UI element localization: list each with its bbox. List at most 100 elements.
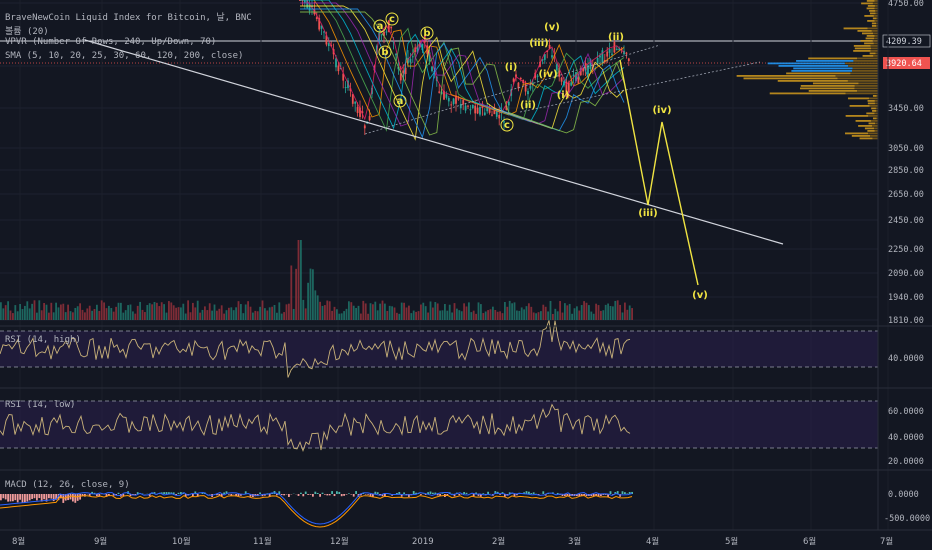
- macd-histogram-bar: [12, 494, 14, 502]
- candle-body: [623, 50, 625, 55]
- candle-body: [555, 64, 558, 71]
- lower-channel: [519, 61, 761, 113]
- candle-body: [390, 26, 393, 29]
- vpvr-bar-down: [854, 85, 878, 87]
- macd-histogram-bar: [45, 494, 48, 502]
- vpvr-bar: [861, 2, 873, 5]
- volume-bar: [165, 312, 168, 320]
- candle-body: [601, 50, 604, 64]
- volume-bar: [396, 312, 398, 320]
- volume-bar: [528, 303, 530, 320]
- candle-body: [529, 85, 532, 89]
- volume-bar: [518, 310, 521, 320]
- macd-histogram-bar: [374, 491, 377, 494]
- macd-histogram-bar: [33, 494, 36, 499]
- macd-histogram-bar: [280, 494, 283, 496]
- volume-bar: [511, 303, 513, 320]
- volume-bar: [86, 308, 89, 320]
- macd-histogram-bar: [112, 494, 115, 496]
- candle-body: [558, 67, 561, 77]
- volume-bar: [374, 301, 377, 320]
- volume-bar: [513, 302, 516, 320]
- volume-bar: [458, 310, 461, 320]
- macd-histogram-bar: [508, 492, 511, 494]
- volume-bar: [268, 307, 271, 320]
- volume-bar: [376, 310, 379, 320]
- vpvr-bar: [796, 60, 854, 62]
- candle-body: [380, 34, 383, 36]
- vpvr-bar: [793, 67, 853, 70]
- volume-bar: [184, 313, 187, 320]
- vpvr-bar-down: [845, 92, 878, 95]
- moving-averages: [300, 0, 625, 141]
- macd-histogram-bar: [129, 494, 132, 497]
- volume-bar: [88, 305, 91, 320]
- price-tick-label: 1940.00: [888, 293, 924, 303]
- macd-histogram-bar: [264, 494, 266, 496]
- wave-label-circle: [378, 45, 392, 59]
- candle-body: [543, 54, 546, 60]
- vpvr-bar-down: [875, 107, 878, 110]
- volume-bar: [28, 308, 31, 320]
- macd-histogram-bar: [542, 491, 545, 494]
- candle-body: [519, 78, 522, 80]
- volume-bar: [420, 304, 422, 320]
- volume-bar: [542, 304, 545, 320]
- volume-bar: [278, 302, 281, 320]
- volume-bar: [532, 312, 535, 320]
- vpvr-bar: [847, 97, 869, 100]
- vpvr-bar: [851, 135, 871, 137]
- vpvr-bar-down: [876, 17, 878, 20]
- volume-bar: [304, 308, 307, 320]
- macd-histogram-bar: [288, 494, 290, 497]
- macd-histogram-bar: [43, 494, 45, 500]
- volume-bar: [465, 306, 468, 320]
- volume-bar: [276, 312, 278, 320]
- volume-bar: [516, 310, 518, 320]
- candle-body: [503, 121, 505, 123]
- vpvr-bar: [867, 130, 875, 132]
- candle-body: [474, 105, 477, 114]
- candle-body: [495, 109, 498, 117]
- vpvr-bar-down: [876, 117, 878, 120]
- volume-bar: [292, 308, 295, 320]
- candle-body: [457, 98, 460, 100]
- volume-bar: [556, 311, 559, 320]
- volume-bar: [225, 310, 228, 320]
- volume-bar: [31, 303, 33, 320]
- vpvr-bar-down: [837, 77, 878, 80]
- candle-body: [498, 115, 501, 119]
- macd-histogram-bar: [55, 494, 57, 500]
- rsi-high-label: RSI (14, high): [5, 335, 81, 345]
- volume-bar: [508, 300, 511, 320]
- volume-bar: [417, 311, 420, 320]
- volume-bar: [98, 310, 101, 320]
- vpvr-bar-down: [874, 102, 878, 105]
- vpvr-bar-down: [835, 75, 878, 77]
- macd-histogram-bar: [31, 494, 33, 499]
- macd-histogram-bar: [427, 492, 429, 494]
- macd-histogram-bar: [621, 491, 624, 494]
- volume-bar: [312, 269, 314, 320]
- candle-body: [541, 59, 544, 61]
- vpvr-bar-down: [868, 97, 878, 100]
- macd-histogram-bar: [98, 494, 101, 497]
- rsi-tick-label: 40.0000: [888, 433, 924, 443]
- rsi-low-label: RSI (14, low): [5, 400, 76, 410]
- volume-bar: [357, 305, 360, 320]
- wave-label: a: [397, 96, 404, 107]
- volume-bar: [108, 305, 110, 320]
- volume-bar: [100, 300, 103, 320]
- macd-histogram-bar: [530, 493, 533, 494]
- vpvr-bar-down: [874, 100, 878, 102]
- vpvr-bar: [864, 15, 874, 17]
- volume-bar: [64, 312, 67, 320]
- volume-bar: [616, 300, 619, 320]
- volume-bar: [220, 305, 223, 320]
- macd-histogram-bar: [376, 492, 379, 494]
- volume-bar: [213, 304, 216, 320]
- macd-histogram-bar: [595, 494, 597, 496]
- macd-histogram-bar: [177, 492, 180, 494]
- volume-bar: [537, 312, 540, 320]
